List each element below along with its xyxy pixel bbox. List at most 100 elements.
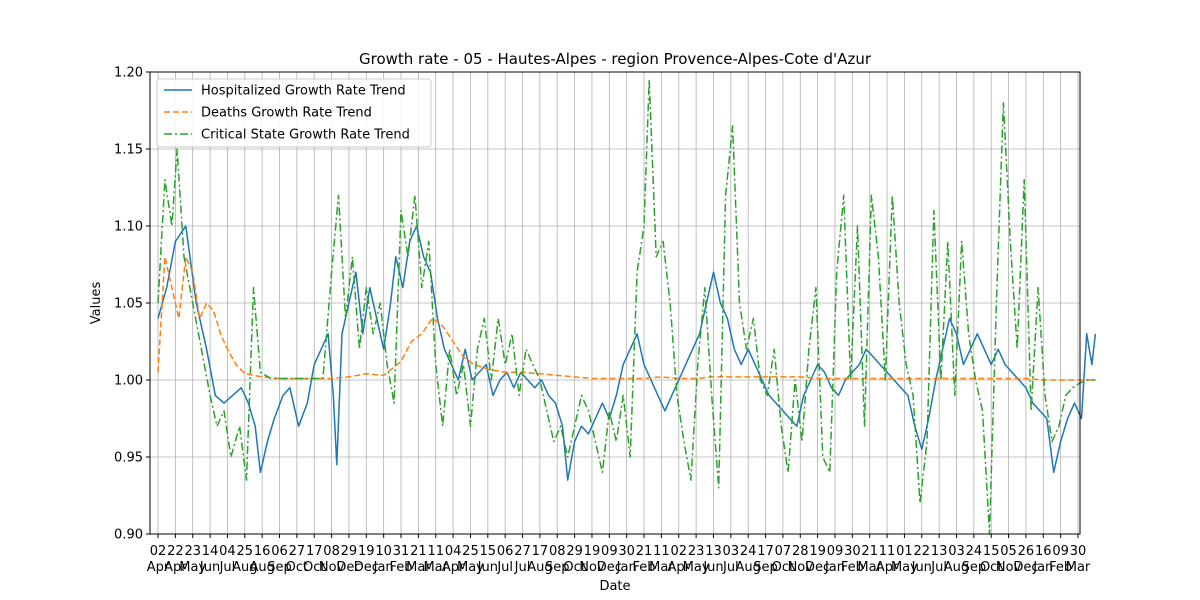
- x-tick-month-label: May: [891, 560, 918, 575]
- x-tick-day-label: 07: [775, 544, 792, 559]
- y-tick-label: 1.00: [114, 374, 143, 389]
- x-tick-month-label: Dec: [354, 560, 379, 575]
- y-axis-label: Values: [89, 282, 104, 325]
- x-tick-day-label: 25: [462, 544, 479, 559]
- x-tick-day-label: 02: [670, 544, 687, 559]
- x-tick-day-label: 31: [393, 544, 410, 559]
- x-tick-month-label: Oct: [303, 560, 325, 575]
- x-tick-month-label: May: [683, 560, 710, 575]
- x-tick-day-label: 04: [445, 544, 462, 559]
- x-tick-day-label: 21: [861, 544, 878, 559]
- grid-lines: [150, 71, 1080, 535]
- x-tick-month-label: Feb: [390, 560, 413, 575]
- x-tick-day-label: 13: [705, 544, 722, 559]
- x-tick-month-label: Jan: [616, 560, 637, 575]
- x-tick-day-label: 24: [966, 544, 983, 559]
- x-tick-month-label: Mar: [1066, 560, 1091, 575]
- y-axis: 0.90 0.95 1.00 1.05 1.10 1.15 1.20: [114, 66, 150, 543]
- x-tick-month-label: Dec: [1013, 560, 1038, 575]
- x-tick-day-label: 15: [480, 544, 497, 559]
- x-tick-day-label: 22: [167, 544, 184, 559]
- x-tick-day-label: 09: [1052, 544, 1069, 559]
- x-tick-month-label: Mar: [423, 560, 448, 575]
- x-tick-day-label: 10: [375, 544, 392, 559]
- x-tick-day-label: 28: [792, 544, 809, 559]
- x-tick-day-label: 16: [1035, 544, 1052, 559]
- y-tick-label: 1.20: [114, 66, 143, 81]
- x-tick-month-label: Jun: [702, 560, 723, 575]
- x-tick-day-label: 21: [410, 544, 427, 559]
- x-tick-day-label: 09: [827, 544, 844, 559]
- x-tick-month-label: Dec: [597, 560, 622, 575]
- x-tick-month-label: May: [179, 560, 206, 575]
- x-tick-month-label: Dec: [336, 560, 361, 575]
- x-tick-month-label: Apr: [442, 560, 465, 575]
- x-tick-month-label: Jun: [911, 560, 932, 575]
- x-tick-month-label: Sep: [962, 560, 987, 575]
- x-tick-day-label: 23: [688, 544, 705, 559]
- x-tick-day-label: 15: [983, 544, 1000, 559]
- x-tick-day-label: 30: [618, 544, 635, 559]
- x-tick-month-label: Aug: [735, 560, 760, 575]
- x-tick-day-label: 19: [584, 544, 601, 559]
- x-tick-month-label: Aug: [527, 560, 552, 575]
- x-tick-month-label: Feb: [633, 560, 656, 575]
- x-tick-day-label: 17: [757, 544, 774, 559]
- x-tick-month-label: Dec: [805, 560, 830, 575]
- x-tick-month-label: Nov: [788, 560, 814, 575]
- x-tick-day-label: 08: [323, 544, 340, 559]
- x-tick-day-label: 05: [1000, 544, 1017, 559]
- x-tick-day-label: 04: [219, 544, 236, 559]
- series-line-3: [157, 78, 1096, 535]
- x-tick-day-label: 27: [289, 544, 306, 559]
- x-tick-month-label: Jul: [722, 560, 739, 575]
- x-tick-day-label: 13: [931, 544, 948, 559]
- x-axis-label: Date: [599, 579, 630, 594]
- x-tick-month-label: Aug: [944, 560, 969, 575]
- x-tick-day-label: 14: [202, 544, 219, 559]
- x-tick-day-label: 02: [150, 544, 167, 559]
- x-tick-month-label: Nov: [579, 560, 605, 575]
- series-line-1: [157, 225, 1097, 481]
- x-tick-day-label: 11: [427, 544, 444, 559]
- x-tick-month-label: Jul: [930, 560, 947, 575]
- x-tick-day-label: 08: [549, 544, 566, 559]
- x-tick-month-label: Feb: [1049, 560, 1072, 575]
- x-tick-day-label: 19: [358, 544, 375, 559]
- x-tick-month-label: Apr: [164, 560, 187, 575]
- x-tick-month-label: Sep: [267, 560, 292, 575]
- y-tick-label: 1.15: [114, 143, 143, 158]
- x-tick-month-label: Jul: [219, 560, 236, 575]
- x-tick-month-label: Mar: [406, 560, 431, 575]
- x-tick-month-label: Jan: [1032, 560, 1053, 575]
- chart-title: Growth rate - 05 - Hautes-Alpes - region…: [359, 50, 872, 68]
- x-tick-month-label: Mar: [649, 560, 674, 575]
- legend-label-1: Hospitalized Growth Rate Trend: [201, 84, 406, 99]
- legend-box: [156, 78, 432, 148]
- x-tick-day-label: 22: [914, 544, 931, 559]
- x-tick-day-label: 11: [653, 544, 670, 559]
- x-tick-day-label: 17: [306, 544, 323, 559]
- x-tick-month-label: Mar: [857, 560, 882, 575]
- y-tick-label: 1.10: [114, 220, 143, 235]
- x-tick-month-label: Jan: [373, 560, 394, 575]
- x-tick-day-label: 21: [636, 544, 653, 559]
- x-tick-month-label: Oct: [772, 560, 794, 575]
- x-tick-day-label: 27: [514, 544, 531, 559]
- x-tick-day-label: 29: [566, 544, 583, 559]
- legend-label-2: Deaths Growth Rate Trend: [201, 106, 372, 121]
- x-tick-month-label: Oct: [980, 560, 1002, 575]
- x-axis: 02Apr22Apr23May14Jun04Jul25Aug16Aug06Sep…: [147, 534, 1091, 575]
- x-tick-day-label: 03: [948, 544, 965, 559]
- x-tick-month-label: Nov: [319, 560, 345, 575]
- x-tick-day-label: 26: [1018, 544, 1035, 559]
- x-tick-month-label: Jul: [514, 560, 531, 575]
- x-tick-month-label: May: [457, 560, 484, 575]
- y-tick-label: 1.05: [114, 297, 143, 312]
- y-tick-label: 0.95: [114, 451, 143, 466]
- x-tick-month-label: Aug: [232, 560, 257, 575]
- x-tick-day-label: 23: [184, 544, 201, 559]
- x-tick-day-label: 01: [896, 544, 913, 559]
- x-tick-month-label: Apr: [876, 560, 899, 575]
- legend: Hospitalized Growth Rate Trend Deaths Gro…: [156, 78, 432, 148]
